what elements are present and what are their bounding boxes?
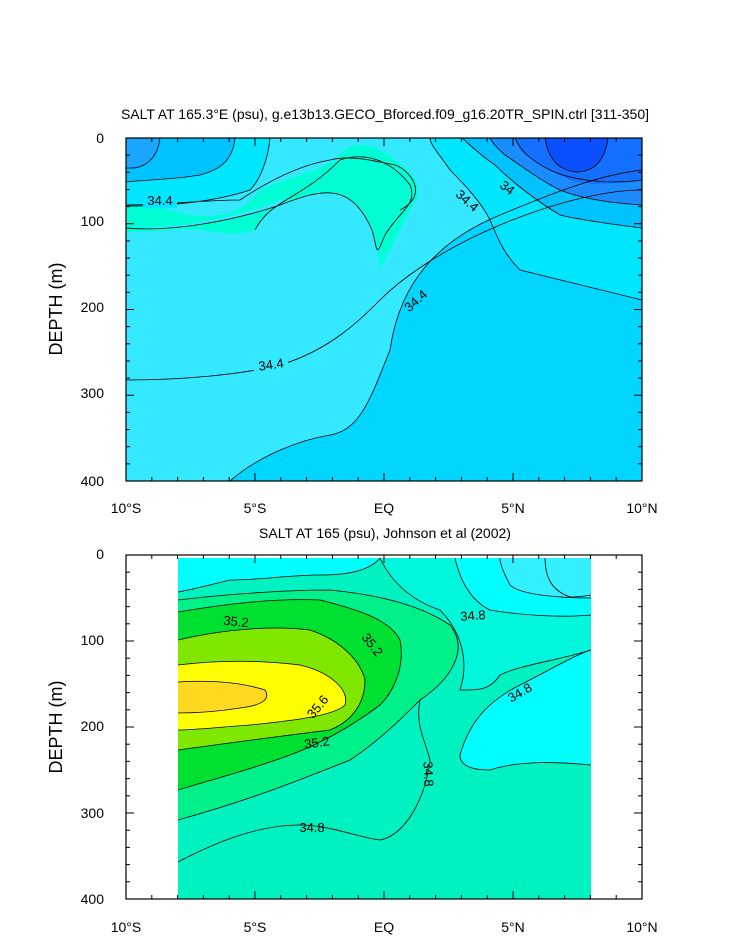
bottom-contour-line-10 bbox=[499, 558, 591, 599]
top-contour-line-8 bbox=[429, 138, 642, 301]
top-contour-line-10 bbox=[489, 138, 642, 206]
bottom-contour-line-5 bbox=[178, 680, 268, 714]
top-contour-field bbox=[126, 138, 642, 481]
top-y-axis-label: DEPTH (m) bbox=[46, 263, 66, 356]
top-contour-line-1 bbox=[126, 156, 413, 251]
bottom-contour-label: 34.8 bbox=[299, 820, 324, 835]
bottom-ticks bbox=[125, 554, 643, 900]
bottom-fill-right-light bbox=[500, 558, 591, 598]
bottom-y-tick-label: 200 bbox=[81, 718, 105, 734]
bottom-contour-label: 35.2 bbox=[303, 733, 330, 751]
top-contour-line-6 bbox=[126, 138, 236, 183]
bottom-y-tick-label: 100 bbox=[81, 632, 105, 648]
bottom-contour-field bbox=[178, 558, 591, 899]
top-contour-line-11 bbox=[514, 138, 642, 183]
bottom-x-tick-label: 10°S bbox=[111, 919, 142, 935]
bottom-panel: SALT AT 165 (psu), Johnson et al (2002) bbox=[46, 525, 658, 935]
top-x-tick-label: EQ bbox=[374, 500, 394, 516]
top-y-tick-label: 0 bbox=[96, 130, 104, 146]
top-contour-line-4 bbox=[229, 169, 642, 481]
bottom-contour-line-4 bbox=[178, 660, 347, 731]
bottom-fill-topleft-cyan bbox=[178, 558, 380, 592]
top-fill-salty-core bbox=[126, 156, 412, 250]
top-y-tick-label: 200 bbox=[81, 299, 105, 315]
bottom-y-tick-label: 300 bbox=[81, 805, 105, 821]
bottom-contour-line-2 bbox=[178, 599, 402, 791]
top-ticks bbox=[125, 137, 643, 482]
top-x-tick-label: 5°S bbox=[244, 500, 267, 516]
bottom-contour-label: 35.2 bbox=[223, 613, 250, 631]
bottom-x-tick-label: 5°N bbox=[501, 919, 525, 935]
bottom-y-tick-label: 400 bbox=[81, 891, 105, 907]
top-y-tick-label: 100 bbox=[81, 213, 105, 229]
top-contour-label: 34.4 bbox=[257, 355, 284, 373]
top-x-tick-label: 10°S bbox=[111, 500, 142, 516]
top-fill-left-fresh3 bbox=[126, 138, 160, 168]
top-contour-label: 34.4 bbox=[147, 193, 172, 208]
top-x-tick-label: 5°N bbox=[501, 500, 525, 516]
top-contour-line-3 bbox=[126, 189, 642, 381]
bottom-x-tick-label: EQ bbox=[374, 919, 394, 935]
bottom-title: SALT AT 165 (psu), Johnson et al (2002) bbox=[259, 525, 511, 541]
bottom-fill-right-cyan3 bbox=[460, 650, 591, 770]
bottom-contour-line-9 bbox=[454, 558, 591, 617]
top-contour-line-9 bbox=[461, 138, 642, 229]
top-fill-right-5 bbox=[545, 138, 608, 172]
bottom-contour-line-1 bbox=[178, 589, 459, 821]
bottom-y-tick-label: 0 bbox=[96, 546, 104, 562]
top-y-tick-label: 400 bbox=[81, 473, 105, 489]
bottom-contour-line-7 bbox=[178, 558, 381, 593]
bottom-contour-label: 34.8 bbox=[460, 607, 486, 624]
bottom-contour-line-12 bbox=[459, 649, 591, 771]
top-title: SALT AT 165.3°E (psu), g.e13b13.GECO_Bfo… bbox=[121, 106, 649, 122]
bottom-x-tick-label: 5°S bbox=[244, 919, 267, 935]
bottom-y-axis-label: DEPTH (m) bbox=[46, 681, 66, 774]
bottom-contour-line-6 bbox=[178, 699, 431, 863]
top-contour-line-7 bbox=[126, 138, 161, 169]
bottom-contour-line-3 bbox=[178, 627, 366, 751]
bottom-contour-label: 34.8 bbox=[421, 761, 437, 787]
bottom-x-tick-label: 10°N bbox=[626, 919, 657, 935]
top-y-tick-label: 300 bbox=[81, 385, 105, 401]
top-contour-lines bbox=[126, 138, 642, 481]
bottom-contour-line-8 bbox=[379, 558, 591, 691]
top-x-tick-label: 10°N bbox=[626, 500, 657, 516]
top-panel: SALT AT 165.3°E (psu), g.e13b13.GECO_Bfo… bbox=[46, 106, 658, 516]
top-contour-line-12 bbox=[544, 138, 609, 173]
bottom-contour-line-11 bbox=[544, 558, 591, 598]
bottom-contour-lines bbox=[178, 558, 591, 863]
bottom-fill-core bbox=[178, 681, 267, 713]
